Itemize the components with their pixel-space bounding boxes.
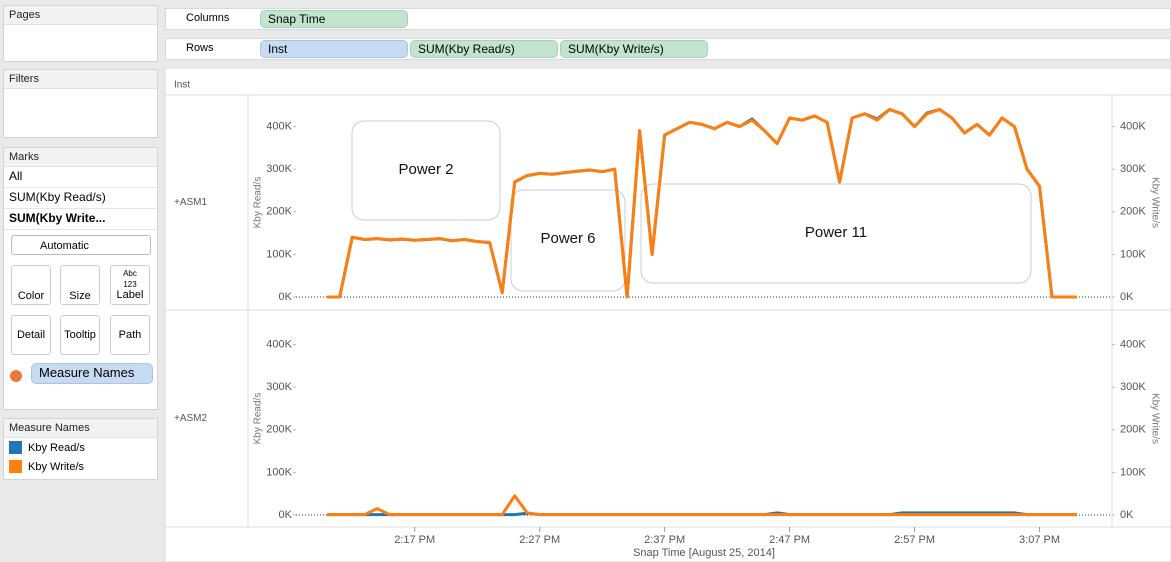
y-tick-label: 200K xyxy=(266,206,292,218)
y-tick-label: 100K xyxy=(266,248,292,260)
y2-tick-label: 200K xyxy=(1120,206,1146,218)
columns-label: Columns xyxy=(186,12,230,24)
marks-all[interactable]: All xyxy=(4,167,157,188)
legend-label: Kby Write/s xyxy=(28,460,85,473)
y-axis-title: Kby Read/s xyxy=(253,393,264,445)
y-tick-label: 300K xyxy=(266,381,292,393)
rows-label: Rows xyxy=(186,42,214,54)
x-tick-label: 2:17 PM xyxy=(394,534,435,546)
measure-icon xyxy=(10,370,22,382)
marks-write[interactable]: SUM(Kby Write... xyxy=(4,209,157,230)
legend-swatch xyxy=(9,441,22,454)
x-tick-label: 2:47 PM xyxy=(769,534,810,546)
row-pill[interactable]: SUM(Kby Read/s) xyxy=(410,40,558,58)
marks-read[interactable]: SUM(Kby Read/s) xyxy=(4,188,157,209)
y-tick-label: 100K xyxy=(266,466,292,478)
y2-tick-label: 400K xyxy=(1120,120,1146,132)
columns-shelf: Columns Snap Time xyxy=(165,8,1171,30)
y-tick-label: 200K xyxy=(266,424,292,436)
annotation: Power 6 xyxy=(540,230,595,247)
legend-card: Measure Names Kby Read/s Kby Write/s xyxy=(3,418,158,480)
x-tick-label: 2:27 PM xyxy=(519,534,560,546)
y-tick-label: 300K xyxy=(266,163,292,175)
tooltip-button[interactable]: Tooltip xyxy=(60,315,100,355)
filters-title: Filters xyxy=(4,70,157,89)
pages-card: Pages xyxy=(3,5,158,62)
header: Inst xyxy=(174,80,190,91)
y2-axis-title: Kby Write/s xyxy=(1149,393,1160,444)
label-text: Label xyxy=(116,289,144,301)
series-line xyxy=(327,494,1077,517)
pages-title: Pages xyxy=(4,6,157,25)
label-icon-bottom: 123 xyxy=(123,280,137,289)
x-tick-label: 2:57 PM xyxy=(894,534,935,546)
y-tick-label: 400K xyxy=(266,120,292,132)
y2-tick-label: 0K xyxy=(1120,509,1134,521)
y2-tick-label: 0K xyxy=(1120,291,1134,303)
y2-tick-label: 100K xyxy=(1120,248,1146,260)
legend-title: Measure Names xyxy=(4,419,157,438)
rows-shelf: Rows Inst SUM(Kby Read/s) SUM(Kby Write/… xyxy=(165,38,1171,60)
y-tick-label: 0K xyxy=(279,291,293,303)
legend-swatch xyxy=(9,460,22,473)
legend-entry[interactable]: Kby Read/s xyxy=(4,438,157,457)
filters-card: Filters xyxy=(3,69,158,138)
annotation: Power 2 xyxy=(398,161,453,178)
marks-card: Marks All SUM(Kby Read/s) SUM(Kby Write.… xyxy=(3,147,158,410)
x-axis-title: Snap Time [August 25, 2014] xyxy=(633,547,775,559)
row-label: +ASM1 xyxy=(174,197,208,208)
annotation-box xyxy=(351,120,501,221)
size-button[interactable]: Size xyxy=(60,265,100,305)
label-icon-top: Abc xyxy=(123,269,137,278)
row-pill[interactable]: SUM(Kby Write/s) xyxy=(560,40,708,58)
annotation-box xyxy=(510,189,626,292)
mark-type-dropdown[interactable]: Automatic xyxy=(11,235,151,255)
x-tick-label: 2:37 PM xyxy=(644,534,685,546)
legend-entry[interactable]: Kby Write/s xyxy=(4,457,157,476)
path-button[interactable]: Path xyxy=(110,315,150,355)
color-button[interactable]: Color xyxy=(11,265,51,305)
y2-tick-label: 300K xyxy=(1120,381,1146,393)
y2-tick-label: 300K xyxy=(1120,163,1146,175)
row-pill[interactable]: Inst xyxy=(260,40,408,58)
y2-tick-label: 200K xyxy=(1120,424,1146,436)
view-background xyxy=(164,67,1171,562)
y-tick-label: 0K xyxy=(279,509,293,521)
measure-names-pill[interactable]: Measure Names xyxy=(31,363,153,384)
annotation-box xyxy=(640,183,1032,284)
detail-button[interactable]: Detail xyxy=(11,315,51,355)
legend-entries: Kby Read/s Kby Write/s xyxy=(4,438,157,476)
y2-tick-label: 400K xyxy=(1120,338,1146,350)
series-line xyxy=(327,108,1077,299)
y-axis-title: Kby Read/s xyxy=(253,177,264,229)
column-pill[interactable]: Snap Time xyxy=(260,10,408,28)
y2-tick-label: 100K xyxy=(1120,466,1146,478)
legend-label: Kby Read/s xyxy=(28,441,85,454)
marks-title: Marks xyxy=(4,148,157,167)
y2-axis-title: Kby Write/s xyxy=(1149,177,1160,228)
y-tick-label: 400K xyxy=(266,338,292,350)
annotation: Power 11 xyxy=(805,224,867,241)
row-label: +ASM2 xyxy=(174,413,208,424)
label-button[interactable]: Abc 123 Label xyxy=(110,265,150,305)
x-tick-label: 3:07 PM xyxy=(1019,534,1060,546)
